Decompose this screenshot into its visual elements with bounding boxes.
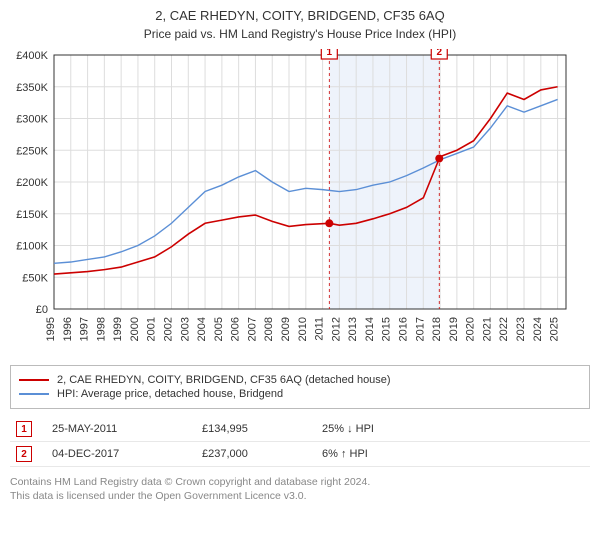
x-tick-label: 2012 (330, 317, 342, 341)
x-tick-label: 2002 (163, 317, 175, 341)
tx-date: 04-DEC-2017 (46, 442, 196, 467)
y-tick-label: £150K (16, 209, 48, 221)
tx-price: £134,995 (196, 417, 316, 442)
x-tick-label: 2001 (146, 317, 158, 341)
tx-delta: 25% ↓ HPI (316, 417, 590, 442)
x-tick-label: 2018 (431, 317, 443, 341)
x-tick-label: 2016 (398, 317, 410, 341)
marker-point (435, 155, 443, 163)
y-tick-label: £300K (16, 114, 48, 126)
x-tick-label: 1999 (112, 317, 124, 341)
footer-line2: This data is licensed under the Open Gov… (10, 489, 590, 503)
tx-price: £237,000 (196, 442, 316, 467)
x-tick-label: 2019 (448, 317, 460, 341)
x-tick-label: 2007 (246, 317, 258, 341)
y-tick-label: £0 (36, 304, 48, 316)
footer: Contains HM Land Registry data © Crown c… (10, 475, 590, 503)
y-tick-label: £250K (16, 145, 48, 157)
marker-point (325, 219, 333, 227)
y-tick-label: £50K (22, 272, 48, 284)
y-tick-label: £200K (16, 177, 48, 189)
x-tick-label: 2005 (213, 317, 225, 341)
transactions-table: 1 25-MAY-2011£134,99525% ↓ HPI 2 04-DEC-201… (10, 417, 590, 467)
y-tick-label: £100K (16, 241, 48, 253)
x-tick-label: 2020 (465, 317, 477, 341)
x-tick-label: 1995 (45, 317, 57, 341)
x-tick-label: 2017 (414, 317, 426, 341)
x-tick-label: 2013 (347, 317, 359, 341)
line-chart: £0 £50K £100K £150K £200K £250K £300K £350K £400… (10, 49, 570, 359)
x-tick-label: 1996 (62, 317, 74, 341)
tx-date: 25-MAY-2011 (46, 417, 196, 442)
x-tick-label: 2011 (314, 317, 326, 341)
footer-line1: Contains HM Land Registry data © Crown c… (10, 475, 590, 489)
x-tick-label: 2015 (381, 317, 393, 341)
x-tick-label: 2025 (549, 317, 561, 341)
marker-number: 2 (436, 49, 442, 58)
tx-marker: 2 (16, 446, 32, 462)
legend-item: 2, CAE RHEDYN, COITY, BRIDGEND, CF35 6AQ… (19, 374, 581, 386)
legend-swatch (19, 393, 49, 395)
table-row: 1 25-MAY-2011£134,99525% ↓ HPI (10, 417, 590, 442)
x-tick-label: 2004 (196, 317, 208, 341)
x-tick-label: 2010 (297, 317, 309, 341)
legend-label: 2, CAE RHEDYN, COITY, BRIDGEND, CF35 6AQ… (57, 374, 391, 386)
x-tick-label: 2000 (129, 317, 141, 341)
x-tick-label: 2003 (179, 317, 191, 341)
x-tick-label: 2006 (230, 317, 242, 341)
x-tick-label: 2008 (263, 317, 275, 341)
legend-item: HPI: Average price, detached house, Brid… (19, 388, 581, 400)
marker-number: 1 (327, 49, 333, 58)
chart-area: £0 £50K £100K £150K £200K £250K £300K £350K £400… (10, 49, 590, 359)
tx-delta: 6% ↑ HPI (316, 442, 590, 467)
x-tick-label: 2014 (364, 317, 376, 341)
x-tick-label: 2009 (280, 317, 292, 341)
x-tick-label: 2023 (515, 317, 527, 341)
chart-title: 2, CAE RHEDYN, COITY, BRIDGEND, CF35 6AQ (10, 8, 590, 23)
table-row: 2 04-DEC-2017£237,0006% ↑ HPI (10, 442, 590, 467)
y-tick-label: £400K (16, 50, 48, 62)
x-tick-label: 1997 (79, 317, 91, 341)
legend-label: HPI: Average price, detached house, Brid… (57, 388, 283, 400)
x-tick-label: 2021 (481, 317, 493, 341)
legend-swatch (19, 379, 49, 381)
x-tick-label: 2024 (532, 317, 544, 341)
y-tick-label: £350K (16, 82, 48, 94)
x-tick-label: 2022 (498, 317, 510, 341)
tx-marker: 1 (16, 421, 32, 437)
chart-subtitle: Price paid vs. HM Land Registry's House … (10, 27, 590, 41)
x-tick-label: 1998 (95, 317, 107, 341)
legend: 2, CAE RHEDYN, COITY, BRIDGEND, CF35 6AQ… (10, 365, 590, 409)
